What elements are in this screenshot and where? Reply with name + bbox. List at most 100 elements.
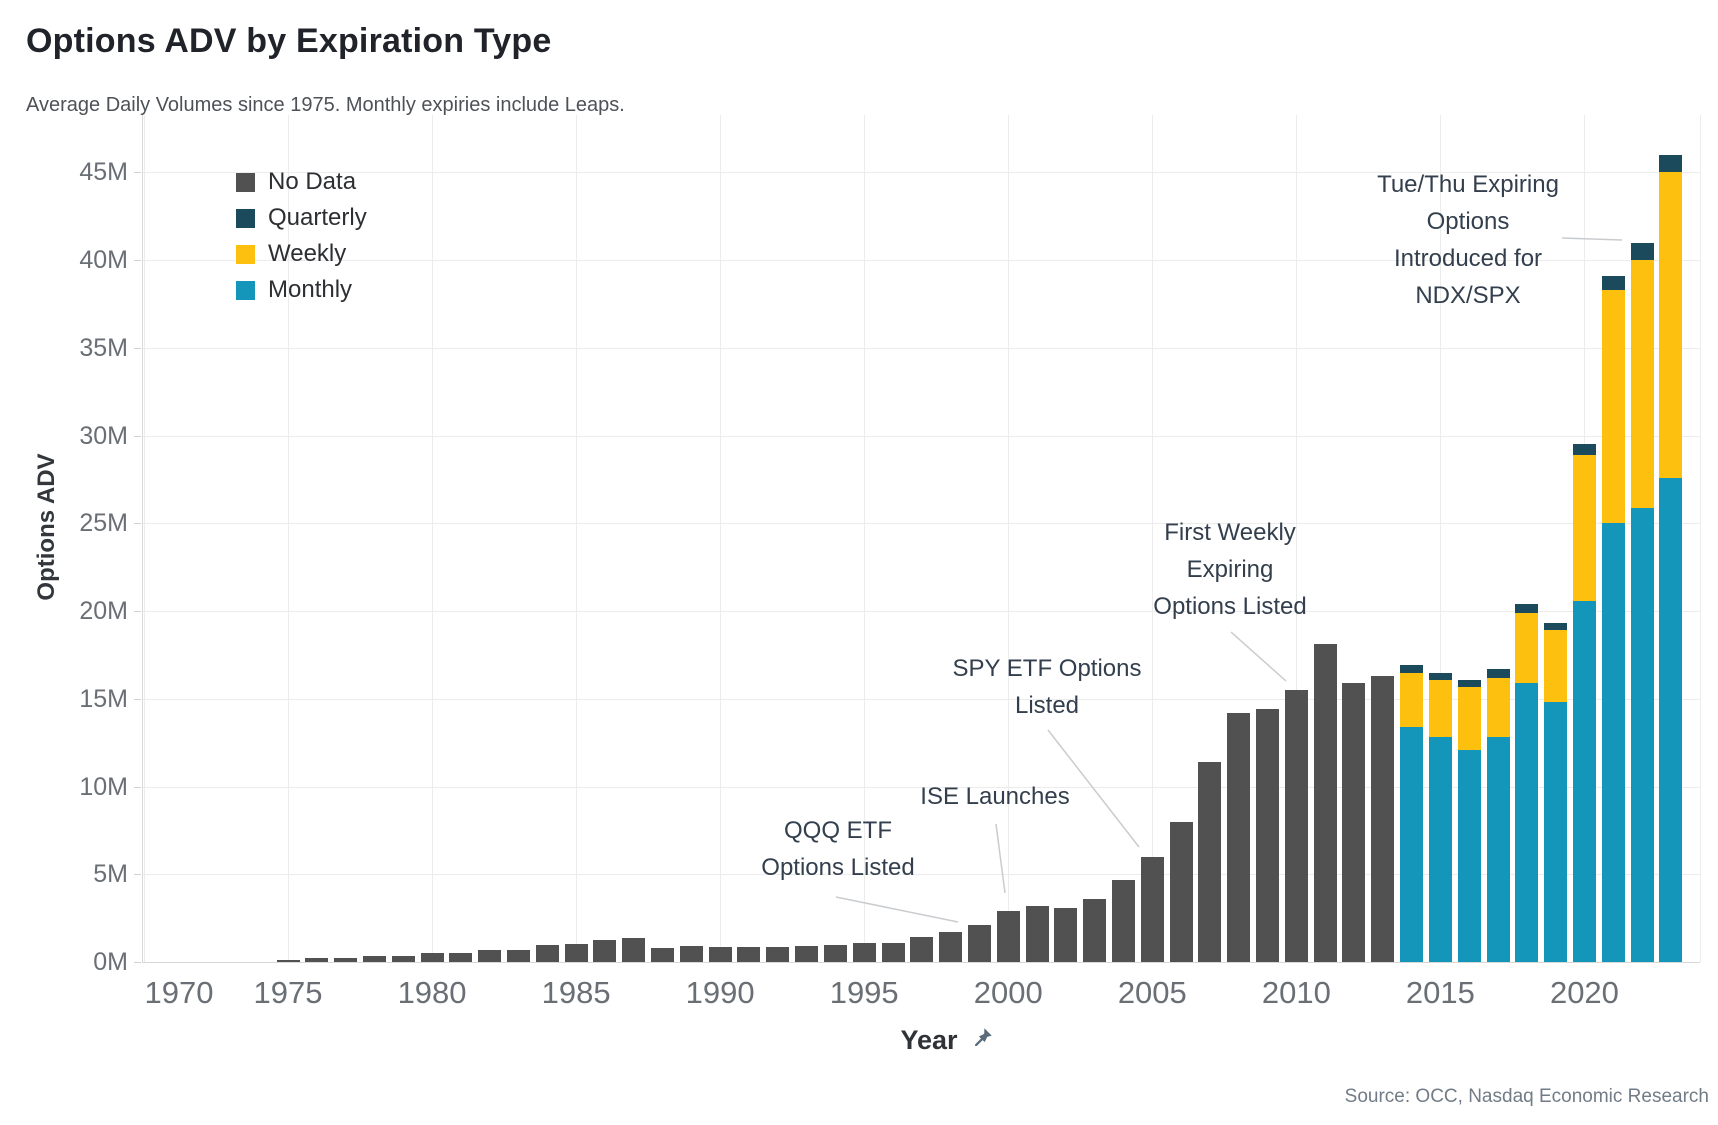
bar-no-data-1996[interactable] <box>881 942 905 962</box>
y-tick-mark <box>134 698 141 700</box>
bar-monthly-2019[interactable] <box>1544 702 1568 962</box>
annotation-tue_thu: Tue/Thu Expiring Options Introduced for NDX… <box>1377 166 1559 314</box>
legend-label: Monthly <box>268 276 353 303</box>
bar-weekly-2021[interactable] <box>1601 290 1625 524</box>
legend-item-no-data[interactable]: No Data <box>236 168 356 195</box>
bar-no-data-2002[interactable] <box>1054 908 1078 962</box>
y-gridline <box>142 347 1700 349</box>
y-tick-mark <box>134 874 141 876</box>
bar-monthly-2023[interactable] <box>1659 477 1683 962</box>
bar-no-data-1993[interactable] <box>795 946 819 962</box>
bar-no-data-2010[interactable] <box>1284 690 1308 962</box>
bar-weekly-2023[interactable] <box>1659 172 1683 478</box>
bar-no-data-2012[interactable] <box>1342 683 1366 962</box>
annotation-line: First Weekly <box>1164 519 1296 546</box>
y-tick-mark <box>134 523 141 525</box>
bar-no-data-2011[interactable] <box>1313 644 1337 962</box>
y-tick-mark <box>134 435 141 437</box>
bar-quarterly-2018[interactable] <box>1515 604 1539 613</box>
bar-no-data-2004[interactable] <box>1111 879 1135 962</box>
bar-weekly-2016[interactable] <box>1457 686 1481 750</box>
bar-no-data-1981[interactable] <box>449 953 473 962</box>
bar-no-data-1980[interactable] <box>420 953 444 962</box>
bar-no-data-1991[interactable] <box>737 947 761 962</box>
bar-quarterly-2015[interactable] <box>1428 672 1452 680</box>
pin-icon[interactable] <box>972 1026 994 1048</box>
bar-no-data-1983[interactable] <box>506 949 530 962</box>
bar-no-data-1992[interactable] <box>766 947 790 962</box>
y-axis-line <box>142 115 143 962</box>
bar-no-data-1990[interactable] <box>708 947 732 962</box>
y-tick-label: 40M <box>79 246 128 275</box>
x-tick-label: 1970 <box>144 975 214 1010</box>
bar-monthly-2021[interactable] <box>1601 523 1625 962</box>
bar-monthly-2020[interactable] <box>1572 600 1596 962</box>
bar-quarterly-2022[interactable] <box>1630 242 1654 261</box>
bar-weekly-2018[interactable] <box>1515 612 1539 684</box>
bar-no-data-2007[interactable] <box>1198 761 1222 962</box>
annotation-first_weekly: First Weekly Expiring Options Listed <box>1153 514 1306 625</box>
bar-monthly-2015[interactable] <box>1428 737 1452 962</box>
x-tick-label: 1975 <box>253 975 323 1010</box>
bar-no-data-1998[interactable] <box>939 932 963 962</box>
annotation-line: ISE Launches <box>920 783 1070 810</box>
bar-quarterly-2017[interactable] <box>1486 668 1510 678</box>
bar-no-data-1997[interactable] <box>910 937 934 962</box>
bar-monthly-2022[interactable] <box>1630 507 1654 962</box>
legend-item-weekly[interactable]: Weekly <box>236 240 346 267</box>
annotation-qqq: QQQ ETF Options Listed <box>761 812 914 886</box>
bar-no-data-2009[interactable] <box>1256 709 1280 962</box>
annotation-line: Options Listed <box>761 854 915 881</box>
bar-quarterly-2021[interactable] <box>1601 275 1625 291</box>
y-tick-label: 5M <box>93 860 128 889</box>
bar-weekly-2019[interactable] <box>1544 630 1568 703</box>
bar-no-data-1978[interactable] <box>362 955 386 962</box>
bar-weekly-2014[interactable] <box>1400 672 1424 727</box>
bar-monthly-2016[interactable] <box>1457 749 1481 962</box>
bar-no-data-1977[interactable] <box>334 957 358 962</box>
bar-no-data-1976[interactable] <box>305 957 329 962</box>
bar-no-data-1986[interactable] <box>593 940 617 962</box>
bar-no-data-1985[interactable] <box>564 943 588 962</box>
bar-no-data-2000[interactable] <box>996 911 1020 962</box>
bar-no-data-1975[interactable] <box>276 960 300 962</box>
annotation-line: Introduced for <box>1393 245 1543 272</box>
legend-item-quarterly[interactable]: Quarterly <box>236 204 367 231</box>
bar-no-data-2006[interactable] <box>1169 821 1193 962</box>
bar-no-data-1979[interactable] <box>391 955 415 962</box>
bar-no-data-1999[interactable] <box>967 925 991 962</box>
bar-weekly-2020[interactable] <box>1572 454 1596 601</box>
bar-quarterly-2023[interactable] <box>1659 154 1683 173</box>
legend-item-monthly[interactable]: Monthly <box>236 276 353 303</box>
bar-no-data-2001[interactable] <box>1025 905 1049 962</box>
bar-no-data-2003[interactable] <box>1083 898 1107 962</box>
bar-monthly-2017[interactable] <box>1486 737 1510 962</box>
bar-no-data-2008[interactable] <box>1227 712 1251 962</box>
bar-no-data-1988[interactable] <box>651 947 675 962</box>
bar-weekly-2022[interactable] <box>1630 260 1654 508</box>
x-tick-label: 1995 <box>829 975 899 1010</box>
bar-no-data-1989[interactable] <box>679 946 703 962</box>
bar-monthly-2018[interactable] <box>1515 683 1539 962</box>
bar-quarterly-2014[interactable] <box>1400 665 1424 673</box>
bar-no-data-1982[interactable] <box>478 949 502 962</box>
bar-no-data-1987[interactable] <box>622 938 646 962</box>
bar-monthly-2014[interactable] <box>1400 726 1424 962</box>
y-tick-label: 45M <box>79 158 128 187</box>
x-gridline <box>288 115 289 962</box>
bar-weekly-2015[interactable] <box>1428 679 1452 738</box>
bar-no-data-1995[interactable] <box>852 942 876 962</box>
bar-weekly-2017[interactable] <box>1486 677 1510 738</box>
y-tick-label: 20M <box>79 597 128 626</box>
bar-quarterly-2020[interactable] <box>1572 444 1596 455</box>
bar-quarterly-2016[interactable] <box>1457 680 1481 687</box>
legend-swatch-icon <box>236 280 255 300</box>
bar-no-data-2013[interactable] <box>1371 676 1395 962</box>
bar-no-data-1994[interactable] <box>823 945 847 962</box>
bar-no-data-2005[interactable] <box>1140 856 1164 962</box>
bar-quarterly-2019[interactable] <box>1544 622 1568 631</box>
leader-line-first_weekly <box>1230 631 1287 682</box>
bar-no-data-1984[interactable] <box>535 945 559 962</box>
